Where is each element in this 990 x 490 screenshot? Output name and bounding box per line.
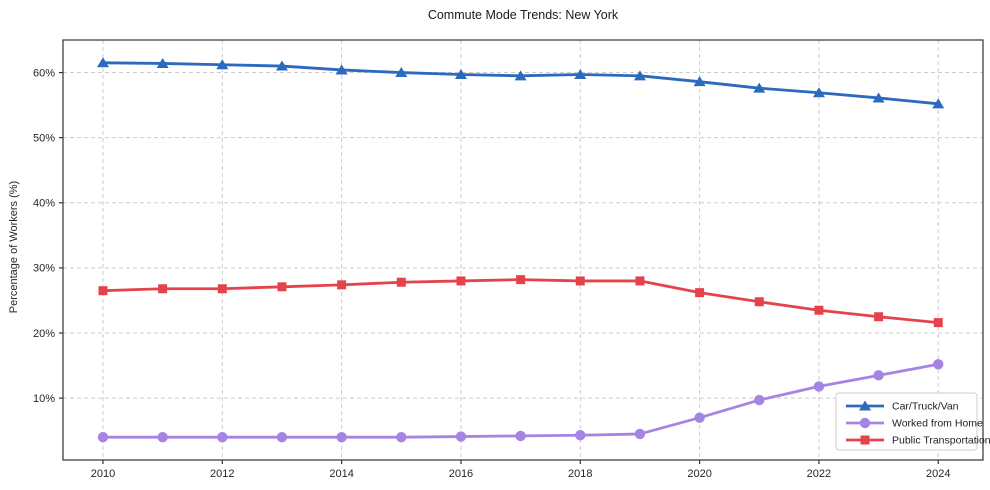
x-tick-label: 2014 xyxy=(329,468,353,480)
circle-marker xyxy=(97,432,109,443)
circle-marker xyxy=(813,381,825,392)
circle-marker xyxy=(455,431,467,442)
x-tick-label: 2024 xyxy=(926,468,950,480)
square-marker xyxy=(754,297,764,307)
triangle-marker xyxy=(275,60,288,71)
square-marker xyxy=(396,277,406,287)
circle-marker xyxy=(157,432,168,443)
triangle-marker xyxy=(812,87,825,98)
triangle-marker xyxy=(753,82,766,93)
circle-marker xyxy=(575,430,586,441)
legend-item-label: Public Transportation xyxy=(892,435,990,447)
x-tick-label: 2012 xyxy=(210,468,234,480)
square-marker xyxy=(158,284,168,294)
circle-marker xyxy=(859,417,871,429)
triangle-marker xyxy=(216,59,229,70)
square-marker xyxy=(814,305,824,315)
square-marker xyxy=(933,318,943,328)
series-line xyxy=(101,61,940,106)
circle-marker xyxy=(694,412,705,423)
legend-item-label: Worked from Home xyxy=(892,418,983,430)
x-tick-label: 2018 xyxy=(568,468,592,480)
circle-marker xyxy=(276,432,288,443)
circle-marker xyxy=(515,430,526,442)
chart-title: Commute Mode Trends: New York xyxy=(427,8,619,22)
legend: Car/Truck/Van Worked from Home Public Tran… xyxy=(835,392,990,451)
y-tick-label: 30% xyxy=(33,263,55,275)
series-line xyxy=(101,278,940,325)
plot-border xyxy=(62,39,984,461)
y-tick-label: 50% xyxy=(33,132,55,144)
series-line xyxy=(101,362,940,439)
circle-marker xyxy=(634,428,646,440)
legend-item: Car/Truck/Van xyxy=(846,400,959,413)
series-car-truck-van xyxy=(96,57,945,109)
legend-item: Public Transportation xyxy=(846,435,990,447)
y-tick-label: 20% xyxy=(33,328,55,340)
triangle-marker xyxy=(574,69,587,80)
triangle-marker xyxy=(633,70,646,81)
circle-marker xyxy=(754,394,765,406)
square-marker xyxy=(217,284,227,294)
triangle-marker xyxy=(96,57,109,68)
triangle-marker xyxy=(932,98,945,109)
x-tick-label: 2020 xyxy=(687,468,711,480)
triangle-marker xyxy=(335,64,348,75)
circle-marker xyxy=(336,432,347,443)
circle-marker xyxy=(933,359,944,370)
y-tick-label: 10% xyxy=(33,393,55,405)
series-worked-from-home xyxy=(97,359,944,443)
square-marker xyxy=(277,282,287,292)
x-tick-label: 2016 xyxy=(449,468,473,480)
square-marker xyxy=(695,288,705,298)
y-tick-label: 40% xyxy=(33,198,55,210)
triangle-marker xyxy=(859,400,871,411)
legend-item: Worked from Home xyxy=(846,418,983,430)
square-marker xyxy=(337,280,347,290)
square-marker xyxy=(635,276,645,286)
grid-lines xyxy=(63,40,983,460)
series-public-transportation xyxy=(98,275,943,328)
triangle-marker xyxy=(872,92,885,103)
square-marker xyxy=(456,276,466,286)
triangle-marker xyxy=(454,69,467,80)
circle-marker xyxy=(396,432,407,443)
square-marker xyxy=(516,275,526,285)
triangle-marker xyxy=(156,57,169,68)
square-marker xyxy=(98,286,108,296)
legend-item-label: Car/Truck/Van xyxy=(892,401,959,413)
circle-marker xyxy=(217,432,228,443)
triangle-marker xyxy=(514,70,527,81)
square-marker xyxy=(860,435,870,445)
circle-marker xyxy=(873,370,884,381)
square-marker xyxy=(874,312,884,322)
x-tick-label: 2022 xyxy=(807,468,831,480)
x-tick-label: 2010 xyxy=(91,468,115,480)
square-marker xyxy=(575,276,585,286)
y-tick-label: 60% xyxy=(33,67,55,79)
triangle-marker xyxy=(693,76,706,87)
triangle-marker xyxy=(395,67,408,78)
axis-ticks: 10% 20% 30% 40% 50% 60% 2010 2012 2014 2016 2018 20… xyxy=(33,67,951,480)
